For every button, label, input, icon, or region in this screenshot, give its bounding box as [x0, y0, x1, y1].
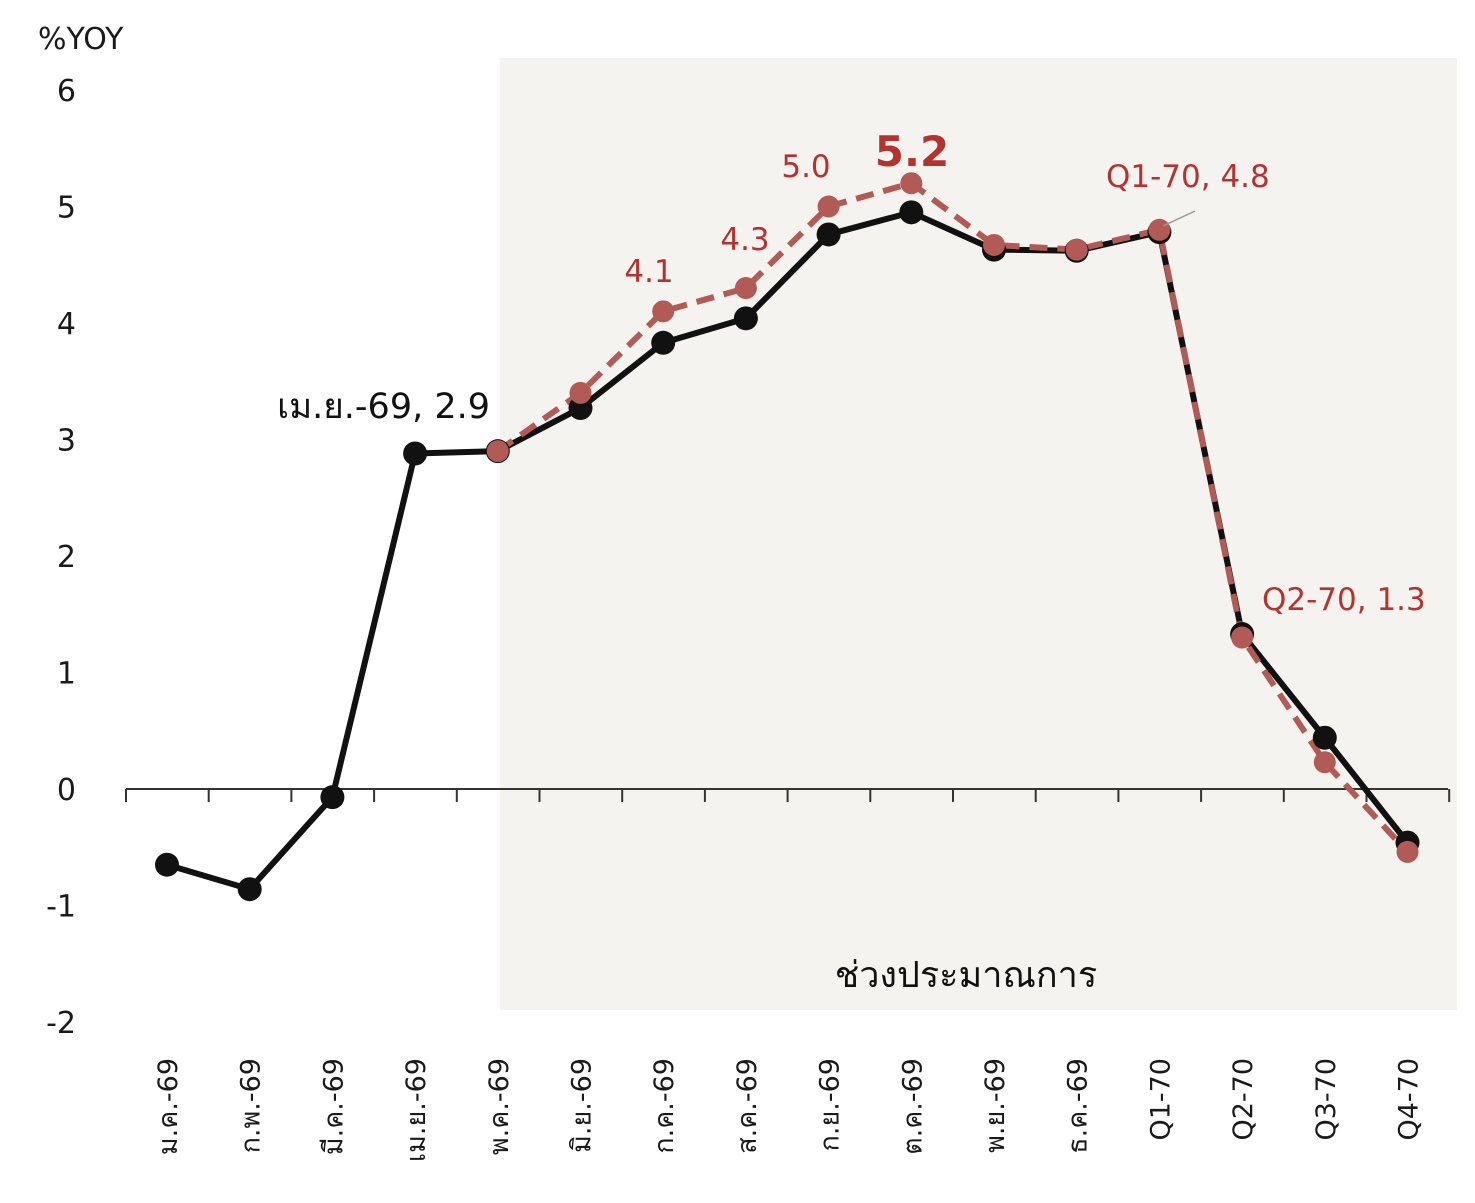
x-tick-label: ก.ย.-69	[815, 1058, 846, 1151]
x-tick-label: Q3-70	[1311, 1058, 1342, 1141]
series-forecast-point	[900, 172, 923, 195]
x-tick-label: ส.ค.-69	[732, 1058, 763, 1154]
y-tick-label: -1	[46, 890, 76, 925]
y-tick-label: 0	[57, 773, 76, 808]
data-annotation: Q2-70, 1.3	[1262, 582, 1426, 618]
series-forecast-point	[652, 300, 675, 323]
x-tick-label: มี.ค.-69	[318, 1058, 349, 1155]
series-forecast-point	[1313, 751, 1336, 774]
y-tick-label: 5	[57, 191, 76, 226]
y-axis-label: %YOY	[38, 22, 124, 57]
x-tick-label: ต.ค.-69	[897, 1058, 928, 1155]
y-tick-label: 1	[57, 657, 76, 692]
x-tick-label: พ.ย.-69	[980, 1058, 1011, 1153]
x-tick-label: Q4-70	[1394, 1058, 1425, 1141]
series-forecast-line	[496, 180, 1410, 854]
x-tick-label: Q1-70	[1145, 1058, 1176, 1141]
y-tick-label: 6	[57, 74, 76, 109]
annotation-leader-line	[1163, 210, 1196, 227]
x-tick-label: ก.พ.-69	[236, 1058, 267, 1153]
series-actual-point	[899, 200, 924, 225]
x-tick-label: ม.ค.-69	[153, 1058, 184, 1155]
data-annotation: 4.1	[624, 254, 673, 290]
x-tick-label: ธ.ค.-69	[1063, 1058, 1094, 1154]
series-forecast-point	[817, 195, 840, 218]
series-actual-point	[651, 330, 676, 355]
x-tick-label: เม.ย.-69	[401, 1058, 432, 1162]
data-annotation: 5.0	[781, 149, 830, 185]
series-forecast-point	[1148, 218, 1171, 241]
data-annotation: Q1-70, 4.8	[1106, 159, 1270, 195]
y-tick-label: 3	[57, 424, 76, 459]
forecast-region-label: ช่วงประมาณการ	[835, 955, 1097, 996]
data-annotation: 5.2	[875, 127, 949, 176]
series-forecast-point	[1231, 626, 1254, 649]
series-forecast-point	[486, 440, 509, 463]
x-tick-label: ก.ค.-69	[649, 1058, 680, 1154]
series-forecast-point	[1396, 840, 1419, 863]
series-forecast-point	[983, 233, 1005, 256]
x-tick-label: พ.ค.-69	[484, 1058, 515, 1155]
series-actual-point	[403, 441, 428, 466]
y-tick-label: -2	[46, 1006, 76, 1041]
y-tick-label: 2	[57, 540, 76, 575]
series-actual-point	[155, 852, 179, 877]
series-actual-point	[237, 877, 262, 902]
data-annotation: 4.3	[720, 222, 769, 258]
series-forecast-point	[569, 381, 592, 404]
data-annotation: เม.ย.-69, 2.9	[277, 387, 490, 427]
series-actual-point	[733, 306, 758, 331]
x-tick-label: Q2-70	[1228, 1058, 1259, 1141]
series-actual-point	[1312, 725, 1337, 750]
series-forecast-point	[1065, 238, 1088, 261]
series-actual-point	[320, 785, 345, 810]
x-tick-label: มิ.ย.-69	[567, 1058, 598, 1153]
y-tick-label: 4	[57, 307, 76, 342]
forecast-shaded-region	[499, 58, 1457, 1010]
series-actual-point	[816, 222, 841, 247]
series-forecast-point	[734, 277, 757, 300]
